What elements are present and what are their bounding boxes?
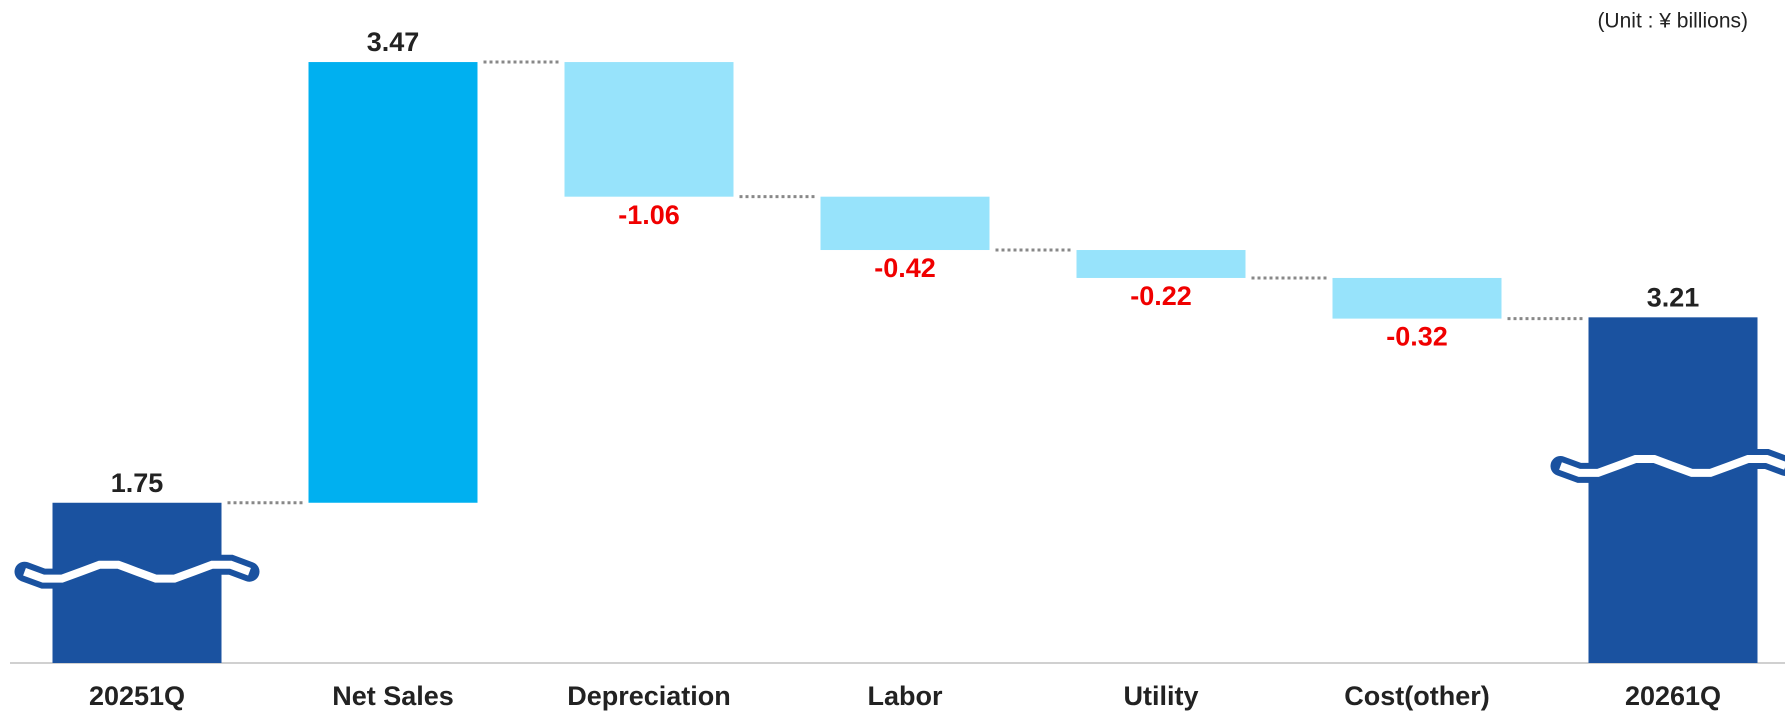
bar [1588,317,1758,663]
bar [564,62,734,197]
value-label: -1.06 [618,200,680,230]
value-label: 3.47 [367,27,420,57]
x-tick-label: Depreciation [567,681,731,711]
bar [1076,250,1246,278]
bar [52,502,222,663]
bar [308,62,478,503]
unit-annotation: (Unit : ¥ billions) [1597,10,1748,33]
value-label: 1.75 [111,468,164,498]
x-tick-label: Net Sales [332,681,454,711]
bar [820,196,990,251]
x-tick-label: Labor [867,681,942,711]
x-tick-label: 20251Q [89,681,185,711]
x-tick-label: 20261Q [1625,681,1721,711]
value-label: -0.32 [1386,322,1448,352]
value-label: -0.42 [874,253,936,283]
value-label: 3.21 [1647,282,1700,312]
value-label: -0.22 [1130,281,1192,311]
x-tick-label: Utility [1123,681,1198,711]
x-tick-label: Cost(other) [1344,681,1489,711]
bar [1332,277,1502,319]
axis-break-gap [23,560,251,583]
axis-break-gap [1559,455,1785,477]
